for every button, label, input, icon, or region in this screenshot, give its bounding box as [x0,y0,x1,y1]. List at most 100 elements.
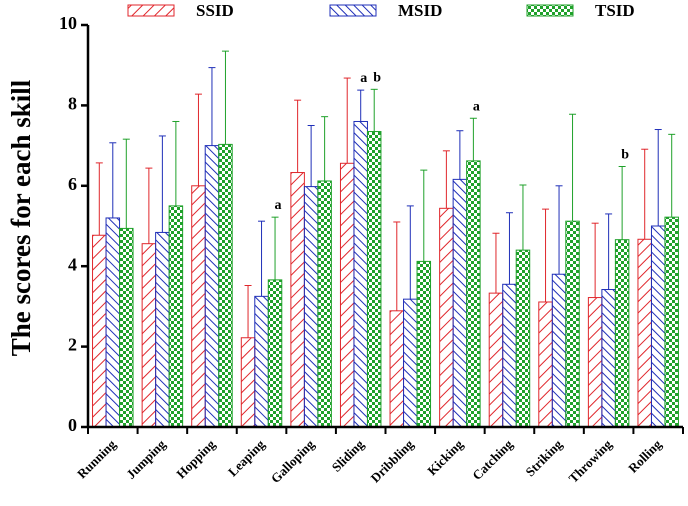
bar-running-tsid [119,227,134,428]
legend-label-tsid: TSID [595,1,635,20]
bar-throwing-ssid [587,297,603,428]
x-tick-label-striking: Striking [522,436,565,479]
error-bar-kicking-ssid [442,150,450,209]
error-bar-running-ssid [95,162,103,236]
bar-dribbling-msid [403,298,418,428]
error-bar-leaping-ssid [244,285,252,338]
bar-sliding-tsid [366,131,382,428]
error-bar-jumping-msid [158,135,166,233]
bar-jumping-tsid [168,205,184,428]
error-bar-throwing-tsid [618,166,626,240]
bar-striking-tsid [565,220,580,428]
error-bar-galloping-ssid [294,99,302,173]
error-bars [95,50,676,338]
error-bar-catching-ssid [492,232,500,294]
error-bar-catching-tsid [519,184,527,251]
bar-catching-tsid [515,249,531,428]
bar-sliding-msid [353,120,368,428]
error-bar-running-tsid [122,138,130,229]
x-tick-label-dribbling: Dribbling [367,436,416,485]
annotations: aa bab [275,70,630,213]
error-bar-dribbling-msid [406,205,414,300]
error-bar-catching-msid [505,212,513,285]
error-bar-striking-ssid [542,208,550,302]
error-bar-galloping-msid [307,125,315,187]
y-axis-label: The scores for each skill [6,79,36,356]
legend-item-ssid: SSID [127,1,234,20]
annotation-leaping-tsid: a [275,198,282,213]
legend-item-tsid: TSID [526,1,635,20]
legend-label-ssid: SSID [196,1,234,20]
bar-rolling-msid [650,225,666,428]
bar-jumping-ssid [141,243,157,428]
bar-catching-ssid [488,292,504,428]
legend-swatch-msid [329,4,377,17]
bar-throwing-tsid [614,239,630,428]
annotation-sliding-tsid: b [373,70,381,85]
bar-kicking-ssid [439,207,454,428]
error-bar-rolling-msid [654,129,662,226]
x-tick-label-rolling: Rolling [625,436,665,476]
bar-sliding-ssid [339,162,355,428]
error-bar-kicking-tsid [469,117,477,161]
x-tick-label-catching: Catching [469,436,516,483]
bar-rolling-tsid [664,216,679,428]
legend-label-msid: MSID [398,1,442,20]
bar-hopping-tsid [218,143,233,428]
bar-catching-msid [502,283,517,428]
legend-swatch-ssid [127,4,175,17]
error-bar-throwing-msid [605,213,613,290]
bar-galloping-tsid [317,180,332,428]
error-bar-running-msid [109,142,117,218]
x-tick-label-galloping: Galloping [268,436,318,486]
error-bar-striking-tsid [569,113,577,222]
bar-galloping-ssid [290,172,305,428]
legend-item-msid: MSID [329,1,442,20]
annotation-throwing-tsid: b [621,148,629,163]
error-bar-striking-msid [555,185,563,275]
error-bar-hopping-msid [208,67,216,146]
bar-striking-ssid [538,301,553,428]
y-tick-label-8: 8 [68,94,77,114]
y-tick-label-2: 2 [68,335,77,355]
bar-leaping-msid [254,295,269,428]
bar-kicking-msid [452,178,468,428]
legend: SSID MSID TSID [127,1,635,20]
y-tick-label-4: 4 [68,254,77,274]
error-bar-kicking-msid [456,130,464,180]
bar-hopping-msid [204,145,220,428]
bars [92,120,679,428]
bar-kicking-tsid [466,160,481,428]
error-bar-sliding-msid [357,89,365,122]
error-bar-sliding-tsid [370,88,378,132]
error-bar-leaping-tsid [271,216,279,280]
error-bar-hopping-tsid [221,50,229,145]
y-tick-label-10: 10 [59,13,77,33]
x-tick-label-hopping: Hopping [173,436,218,481]
bar-dribbling-tsid [416,260,432,428]
bar-striking-msid [551,273,567,428]
x-tick-label-kicking: Kicking [424,436,466,478]
bar-leaping-ssid [240,337,256,428]
error-bar-leaping-msid [258,220,266,297]
x-tick-label-jumping: Jumping [123,436,169,482]
legend-swatch-tsid [526,4,574,17]
annotation-kicking-tsid: a [473,99,480,114]
bar-leaping-tsid [267,279,283,428]
bar-galloping-msid [303,186,319,428]
x-tick-label-running: Running [74,436,119,481]
error-bar-jumping-ssid [145,167,153,244]
error-bar-sliding-ssid [343,77,351,164]
bar-dribbling-ssid [389,310,405,428]
error-bar-jumping-tsid [172,120,180,206]
error-bar-rolling-tsid [668,133,676,218]
error-bar-hopping-ssid [194,93,202,186]
y-tick-label-6: 6 [68,174,77,194]
error-bar-dribbling-tsid [420,169,428,262]
bar-running-msid [105,217,121,428]
x-tick-label-throwing: Throwing [565,436,615,486]
bar-throwing-msid [601,289,616,428]
error-bar-throwing-ssid [591,222,599,298]
error-bar-dribbling-ssid [393,221,401,311]
